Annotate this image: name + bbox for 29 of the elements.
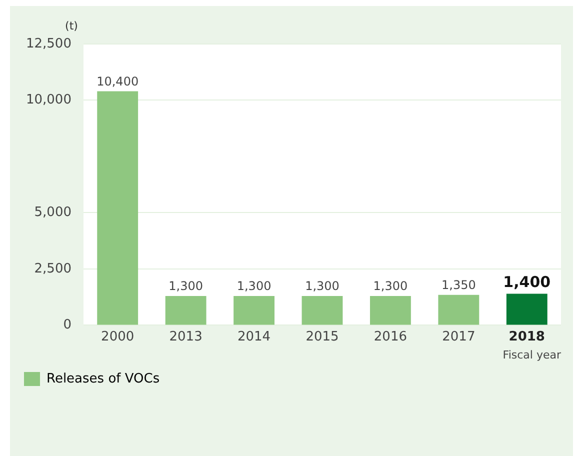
data-label: 1,300: [305, 279, 340, 294]
bar: [438, 294, 480, 325]
x-tick-label: 2017: [442, 329, 476, 344]
legend-label: Releases of VOCs: [46, 371, 160, 386]
x-tick-label: 2018: [508, 329, 545, 344]
x-tick-label: 2013: [169, 329, 202, 344]
data-label: 1,300: [168, 279, 203, 294]
bar: [97, 91, 138, 325]
y-tick-label: 10,000: [26, 92, 72, 108]
x-tick-label: 2016: [374, 329, 408, 344]
y-tick-label: 0: [63, 318, 72, 333]
y-tick-label: 2,500: [34, 261, 72, 276]
y-tick-label: 12,500: [26, 36, 72, 52]
x-tick-label: 2000: [101, 329, 134, 344]
bar: [370, 296, 411, 325]
x-tick-label: 2014: [237, 329, 271, 344]
data-label: 10,400: [96, 74, 139, 88]
x-axis-title: Fiscal year: [502, 348, 562, 362]
y-tick-label: 5,000: [34, 205, 72, 220]
data-label: 1,400: [503, 273, 551, 292]
data-label: 1,300: [236, 279, 272, 294]
bar: [234, 296, 274, 325]
bar: [165, 296, 206, 325]
y-axis-title: (t): [65, 19, 78, 32]
bar: [302, 296, 343, 325]
data-label: 1,300: [373, 279, 408, 294]
x-tick-label: 2015: [306, 329, 339, 344]
data-label: 1,350: [441, 278, 476, 292]
bar: [506, 294, 548, 325]
